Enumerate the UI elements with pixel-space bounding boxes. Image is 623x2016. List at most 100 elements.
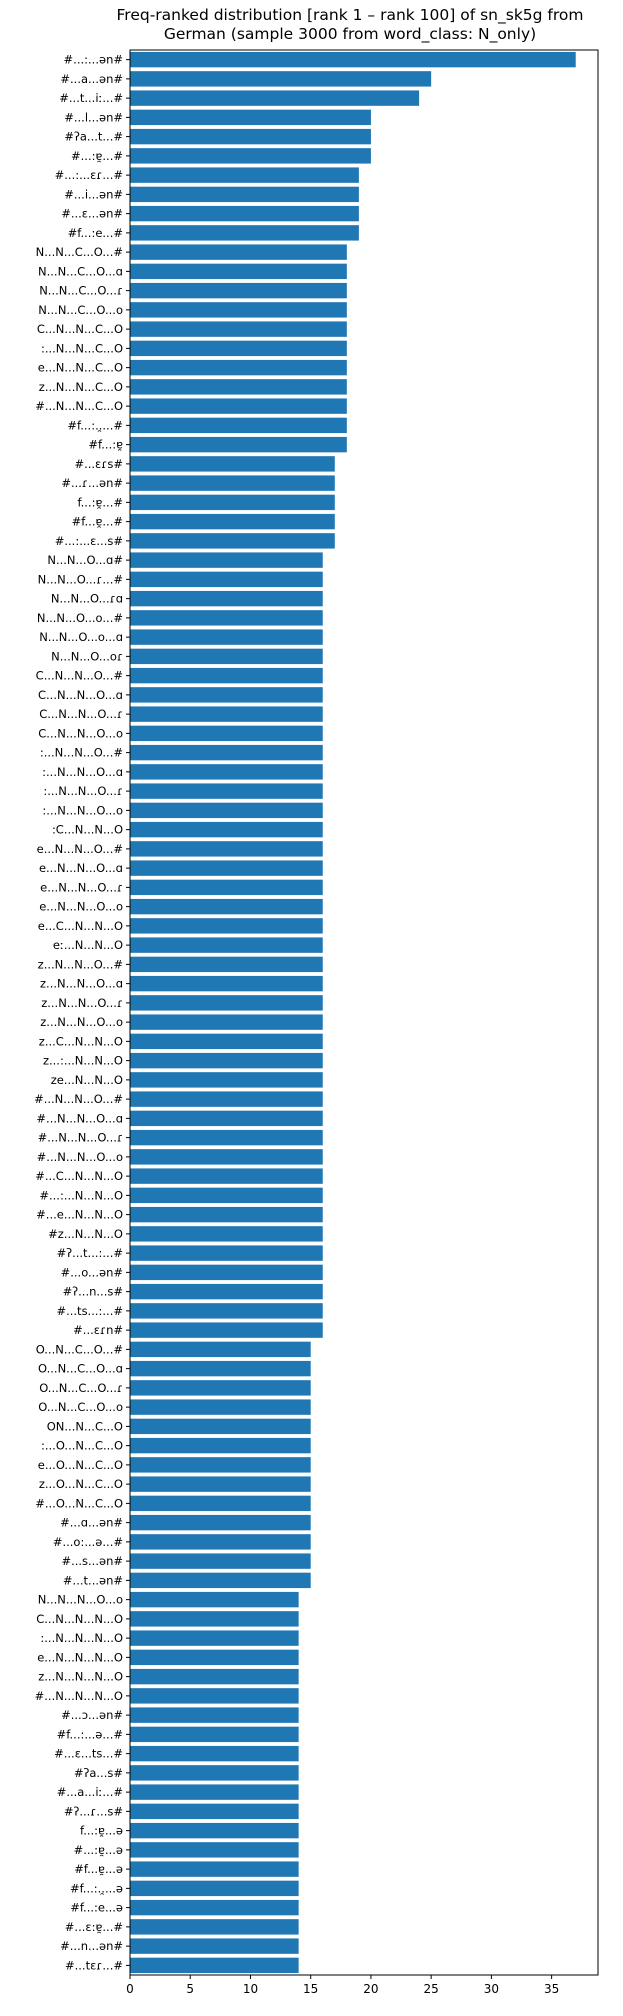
y-tick-label: z...N...N...O...ɑ [40,977,123,991]
bar [130,610,323,626]
bar [130,841,323,857]
y-tick-label: #...e...N...N...O [36,1208,123,1222]
bar [130,744,323,761]
bar [130,1745,299,1762]
bar [130,1110,323,1127]
y-tick-label: #...ɛ:ɐ̯...# [65,1920,123,1934]
bar [130,1726,299,1743]
bar [130,783,323,799]
y-tick-label: z...O...N...C...O [39,1477,123,1491]
y-tick-label: ON...N...C...O [47,1419,123,1433]
x-tick-label: 35 [544,1982,559,1996]
y-tick-label: N...N...O...ɑ# [47,553,123,567]
bar [130,1476,311,1492]
bar [130,1938,299,1954]
y-tick-label: N...N...O...oɾ [51,649,123,663]
bar [130,1245,323,1261]
y-tick-label: #ʔ...t...:...# [57,1246,123,1260]
bar [130,359,347,376]
bar [130,1091,323,1107]
y-tick-label: N...N...O...ɾɑ [51,592,123,606]
y-tick-label: e...N...N...O...ɑ [39,861,123,875]
y-tick-label: z...N...N...O...ɾ [41,996,123,1010]
y-tick-label: N...N...C...O...# [36,245,123,259]
bar [130,1803,299,1820]
chart-title-line-2: German (sample 3000 from word_class: N_o… [163,25,537,43]
bar [130,1149,323,1165]
y-tick-label: #...ɛɾs# [74,457,123,471]
bar [130,995,323,1011]
bar [130,1591,299,1608]
y-tick-label: #...N...N...O...o [37,1150,123,1164]
y-tick-label: N...N...N...O...o [38,1593,123,1607]
bar [130,379,347,395]
x-tick-label: 20 [363,1982,378,1996]
bar [130,1630,299,1646]
y-tick-label: :...O...N...C...O [41,1439,123,1453]
bar [130,706,323,722]
bar [130,302,347,318]
x-tick-label: 25 [424,1982,439,1996]
bar [130,552,323,568]
bar [130,1842,299,1858]
y-tick-label: #...ɛ...ən# [61,207,123,221]
y-tick-label: C...N...N...O...ɑ [38,688,123,702]
bar [130,90,420,106]
bar [130,263,347,280]
bar [130,205,359,222]
y-tick-label: #...:...N...N...O [39,1188,123,1202]
bar [130,1688,299,1704]
y-tick-label: O...N...C...O...ɾ [39,1381,123,1395]
y-tick-label: #...s...ən# [61,1554,123,1568]
bar [130,494,335,511]
y-tick-label: #...ɔ...ən# [61,1708,123,1722]
y-tick-label: z...N...N...N...O [38,1670,123,1684]
y-tick-label: #...o...ən# [61,1265,123,1279]
bar [130,1206,323,1223]
y-tick-label: #...N...N...O...ɑ [36,1111,123,1125]
bar [130,821,323,838]
bar [130,1611,299,1627]
bar [130,533,335,549]
y-tick-label: C...N...N...C...O [37,322,123,336]
y-tick-label: ze...N...N...O [51,1073,123,1087]
bar [130,1303,323,1319]
bars-layer [130,51,576,1974]
y-tick-label: O...N...C...O...# [36,1342,123,1356]
bar [130,109,371,126]
bar [130,340,347,357]
y-tick-label: e...O...N...C...O [38,1458,123,1472]
chart-title-line-1: Freq-ranked distribution [rank 1 – rank … [116,6,584,24]
x-axis: 0 5 10 15 20 25 30 35 [126,1975,559,1996]
bar [130,918,323,934]
y-tick-label: #...t...ən# [63,1573,123,1587]
y-tick-label: f...:ɐ̯...# [77,495,123,509]
y-tick-label: #...N...N...O...# [34,1092,123,1106]
y-tick-label: #f...:e...ə [70,1901,123,1915]
x-tick-label: 0 [126,1982,134,1996]
bar [130,1033,323,1050]
y-tick-label: z...C...N...N...O [39,1034,123,1048]
y-tick-label: #...:ɐ̯...ə [74,1843,123,1857]
y-tick-label: e...N...N...N...O [37,1650,123,1664]
y-tick-label: #ʔa...t...# [64,130,123,144]
bar [130,1861,299,1877]
bar [130,1129,323,1146]
y-tick-label: z...:...N...N...O [43,1054,123,1068]
bar [130,1014,323,1030]
y-tick-label: N...N...C...O...o [38,303,123,317]
y-tick-label: :...N...N...C...O [41,341,123,355]
y-tick-label: e...N...N...O...# [37,842,123,856]
y-tick-label: #f...:ɐ̯ [88,438,123,452]
y-tick-label: #...:...ɛ...s# [55,534,123,548]
y-tick-label: e...N...N...C...O [38,361,123,375]
bar [130,282,347,299]
bar [130,1534,311,1550]
y-tick-label: N...N...C...O...ɑ [38,264,123,278]
bar [130,937,323,953]
chart-title: Freq-ranked distribution [rank 1 – rank … [100,6,600,44]
bar [130,1168,323,1184]
bar [130,1572,311,1589]
y-tick-label: C...N...N...O...o [38,726,123,740]
